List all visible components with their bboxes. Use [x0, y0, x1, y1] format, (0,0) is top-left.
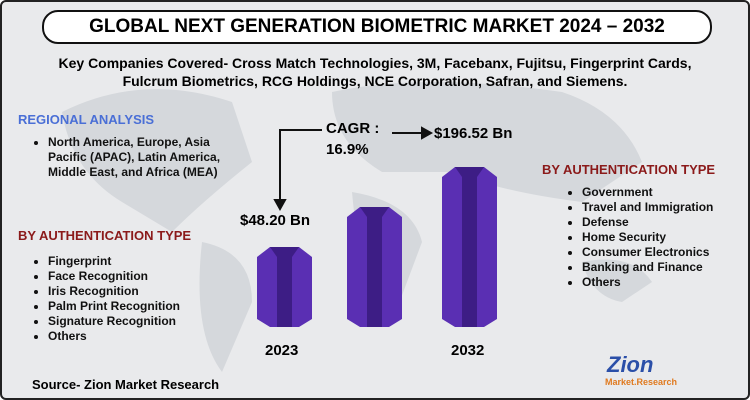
list-item: Fingerprint [48, 254, 238, 269]
list: GovernmentTravel and ImmigrationDefenseH… [568, 185, 722, 290]
list-item: Banking and Finance [582, 260, 722, 275]
list-item: Signature Recognition [48, 314, 238, 329]
list-item: Government [582, 185, 722, 200]
logo-sub: Market.Research [605, 377, 678, 387]
year: 2032 [451, 342, 485, 359]
list-item: North America, Europe, Asia Pacific (APA… [48, 135, 223, 180]
list-item: Face Recognition [48, 269, 238, 284]
list-item: Iris Recognition [48, 284, 238, 299]
list-item: Consumer Electronics [582, 245, 722, 260]
list-item: Defense [582, 215, 722, 230]
companies-line: Key Companies Covered- Cross Match Techn… [58, 55, 692, 71]
list-item: Palm Print Recognition [48, 299, 238, 314]
end-value: $196.52 Bn [434, 125, 513, 142]
list: FingerprintFace RecognitionIris Recognit… [34, 254, 238, 344]
list-item: Home Security [582, 230, 722, 245]
section-heading: BY AUTHENTICATION TYPE [18, 228, 192, 243]
section-heading: REGIONAL ANALYSIS [18, 112, 155, 127]
logo-name: Zion [607, 352, 654, 377]
list: North America, Europe, Asia Pacific (APA… [34, 135, 223, 180]
list-item: Others [48, 329, 238, 344]
list-item: Others [582, 275, 722, 290]
start-value: $48.20 Bn [240, 212, 311, 229]
companies: Key Companies Covered- Cross Match Techn… [2, 54, 748, 90]
section-heading: BY AUTHENTICATION TYPE [542, 162, 716, 177]
companies-line: Fulcrum Biometrics, RCG Holdings, NCE Co… [122, 73, 628, 89]
list-item: Travel and Immigration [582, 200, 722, 215]
year: 2023 [265, 342, 299, 359]
cagr-value: 16.9% [326, 141, 369, 158]
title: GLOBAL NEXT GENERATION BIOMETRIC MARKET … [42, 10, 712, 44]
cagr-label: CAGR : [326, 120, 380, 137]
source: Source- Zion Market Research [32, 377, 220, 392]
